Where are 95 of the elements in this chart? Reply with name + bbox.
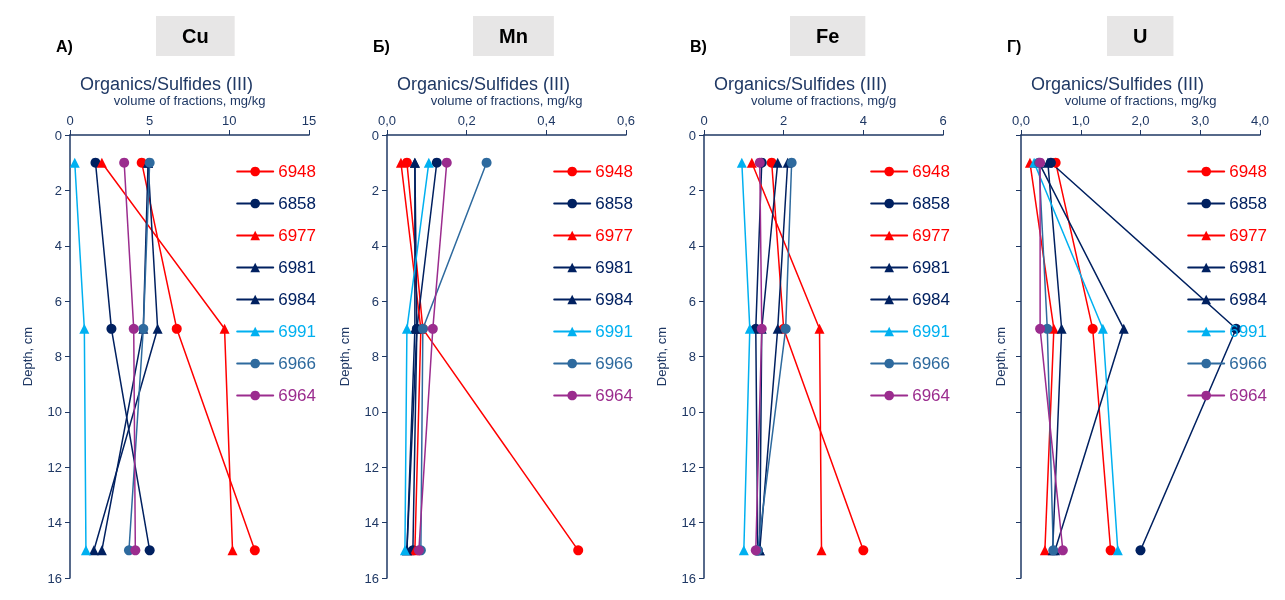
chart-subtitle: Organics/Sulfides (III) — [396, 74, 571, 94]
y-tick-label: 0 — [54, 127, 62, 143]
x-tick-label: 0 — [66, 113, 74, 128]
chart-subtitle: Organics/Sulfides (III) — [1030, 74, 1205, 94]
legend-label: 6981 — [278, 258, 317, 277]
y-tick-label: 12 — [681, 459, 696, 475]
legend-label: 6981 — [595, 258, 634, 277]
y-tick-label: 4 — [54, 238, 62, 254]
y-tick-label: 10 — [681, 404, 696, 420]
y-tick-label: 12 — [47, 459, 62, 475]
y-tick-label: 16 — [364, 570, 379, 586]
legend-label: 6991 — [278, 322, 317, 341]
chart-subtitle: Organics/Sulfides (III) — [713, 74, 888, 94]
x-tick-label: 4,0 — [1250, 113, 1270, 128]
x-axis-title: volume of fractions, mg/kg — [113, 93, 266, 108]
y-tick-label: 2 — [371, 182, 379, 198]
y-axis-title: Depth, cm — [654, 326, 669, 387]
y-tick-label: 8 — [688, 349, 696, 364]
x-tick-label: 2,0 — [1131, 113, 1150, 128]
y-axis-title: Depth, cm — [20, 326, 35, 387]
y-tick-label: 16 — [681, 570, 696, 586]
y-tick-label: 4 — [688, 238, 696, 254]
legend-label: 6991 — [595, 322, 634, 341]
x-tick-label: 0,2 — [457, 113, 476, 128]
chart-title: U — [1133, 25, 1148, 47]
legend-label: 6948 — [595, 162, 634, 181]
y-tick-label: 10 — [364, 404, 379, 420]
legend-label: 6858 — [912, 194, 951, 213]
legend-label: 6948 — [912, 162, 951, 181]
y-tick-label: 14 — [681, 515, 696, 531]
x-tick-label: 1,0 — [1071, 113, 1090, 128]
y-tick-label: 16 — [47, 570, 62, 586]
legend-label: 6991 — [912, 322, 951, 341]
legend-label: 6948 — [278, 162, 317, 181]
y-tick-label: 6 — [371, 293, 379, 309]
legend-label: 6948 — [1229, 162, 1268, 181]
legend-label: 6858 — [595, 194, 634, 213]
legend-label: 6966 — [278, 354, 317, 373]
text: А) — [56, 37, 73, 55]
chart-subtitle: Organics/Sulfides (III) — [79, 74, 254, 94]
legend-label: 6977 — [595, 226, 634, 245]
x-axis-title: volume of fractions, mg/g — [750, 93, 897, 108]
text: Г) — [1007, 37, 1022, 55]
text: В) — [690, 37, 707, 55]
legend-label: 6966 — [595, 354, 634, 373]
legend-label: 6858 — [1229, 194, 1268, 213]
y-tick-label: 8 — [54, 349, 62, 364]
legend-label: 6966 — [912, 354, 951, 373]
y-tick-label: 0 — [371, 127, 379, 143]
y-tick-label: 2 — [688, 182, 696, 198]
legend-label: 6966 — [1229, 354, 1268, 373]
y-tick-label: 0 — [688, 127, 696, 143]
legend-label: 6977 — [912, 226, 951, 245]
x-tick-label: 0,0 — [1011, 113, 1031, 128]
x-axis-title: volume of fractions, mg/kg — [1064, 93, 1217, 108]
x-tick-label: 4 — [859, 113, 867, 128]
x-tick-label: 10 — [222, 113, 237, 128]
y-axis-title: Depth, cm — [337, 326, 352, 387]
x-tick-label: 6 — [939, 113, 947, 128]
legend-label: 6964 — [912, 386, 951, 405]
legend-label: 6981 — [1229, 258, 1268, 277]
y-tick-label: 6 — [54, 293, 62, 309]
legend-label: 6964 — [595, 386, 634, 405]
legend-label: 6984 — [278, 290, 317, 309]
legend-label: 6984 — [912, 290, 951, 309]
legend-label: 6984 — [595, 290, 634, 309]
x-tick-label: 2 — [780, 113, 788, 128]
chart-title: Fe — [816, 25, 840, 47]
y-tick-label: 2 — [54, 182, 62, 198]
legend-label: 6858 — [278, 194, 317, 213]
legend-label: 6981 — [912, 258, 951, 277]
y-tick-label: 12 — [364, 459, 379, 475]
legend-label: 6977 — [278, 226, 317, 245]
y-tick-label: 14 — [364, 515, 379, 531]
chart-title: Mn — [499, 25, 528, 47]
x-tick-label: 0,0 — [377, 113, 397, 128]
y-tick-label: 14 — [47, 515, 62, 531]
chart-title: Cu — [182, 25, 209, 47]
legend-label: 6984 — [1229, 290, 1268, 309]
x-axis-title: volume of fractions, mg/kg — [430, 93, 583, 108]
x-tick-label: 0,6 — [616, 113, 636, 128]
legend-label: 6964 — [1229, 386, 1268, 405]
legend-label: 6977 — [1229, 226, 1268, 245]
x-tick-label: 15 — [301, 113, 317, 128]
text: Б) — [373, 37, 390, 55]
x-tick-label: 0,4 — [537, 113, 556, 128]
y-tick-label: 8 — [371, 349, 379, 364]
y-tick-label: 10 — [47, 404, 62, 420]
y-tick-label: 6 — [688, 293, 696, 309]
x-tick-label: 3,0 — [1191, 113, 1210, 128]
x-tick-label: 0 — [700, 113, 708, 128]
y-tick-label: 4 — [371, 238, 379, 254]
x-tick-label: 5 — [146, 113, 154, 128]
y-axis-title: Depth, cm — [993, 326, 1008, 387]
legend-label: 6964 — [278, 386, 317, 405]
